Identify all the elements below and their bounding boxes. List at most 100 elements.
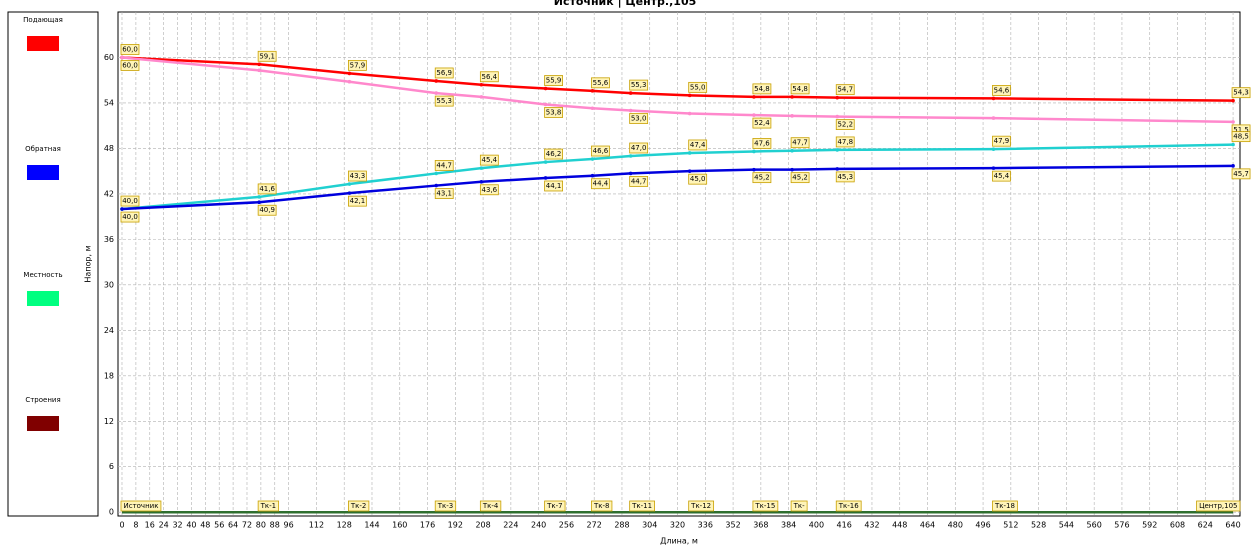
y-tick-label: 48 — [104, 144, 114, 153]
label-box — [835, 84, 855, 96]
point — [991, 116, 996, 120]
legend-swatch — [27, 416, 59, 431]
label-box — [120, 211, 140, 223]
label-box — [434, 67, 454, 79]
label-box — [688, 173, 708, 185]
label-box — [348, 195, 367, 207]
point — [1231, 142, 1235, 147]
data-label: 55,0 — [690, 83, 706, 91]
x-tick-label: 128 — [337, 521, 352, 530]
x-tick-label: 160 — [392, 521, 407, 530]
data-label: 45,2 — [754, 174, 770, 182]
y-tick-label: 6 — [109, 462, 114, 471]
point — [257, 195, 261, 199]
x-tick-label: 336 — [698, 521, 713, 530]
point — [257, 68, 261, 73]
node-label: Тк- — [793, 502, 806, 510]
node-label: Тк-2 — [350, 502, 366, 510]
node-label: Тк-1 — [260, 502, 276, 510]
y-tick-label: 18 — [104, 371, 114, 380]
label-box — [752, 138, 772, 149]
x-tick-label: 480 — [948, 521, 963, 530]
x-tick-label: 224 — [503, 521, 518, 530]
label-box — [688, 139, 708, 151]
point — [479, 95, 484, 99]
x-tick-label: 304 — [642, 521, 657, 530]
data-label: 55,6 — [593, 79, 609, 87]
label-box — [544, 148, 563, 160]
data-label: 45,7 — [1233, 170, 1249, 178]
series-line — [121, 143, 1234, 211]
data-label: 53,0 — [631, 115, 647, 123]
label-box — [835, 119, 855, 130]
point — [790, 114, 794, 118]
point — [590, 89, 595, 93]
x-tick-label: 496 — [975, 521, 990, 530]
data-label: 45,3 — [837, 173, 853, 181]
x-tick-label: 80 — [256, 521, 266, 530]
x-tick-label: 8 — [133, 521, 138, 530]
x-tick-label: 72 — [242, 521, 252, 530]
data-label: 44,7 — [631, 177, 647, 185]
y-tick-label: 24 — [104, 326, 114, 335]
label-box — [434, 160, 454, 171]
node-label: Тк-16 — [838, 502, 859, 510]
point — [752, 113, 756, 117]
data-label: 54,8 — [792, 85, 808, 93]
data-label: 55,9 — [546, 77, 562, 85]
label-box — [120, 60, 140, 71]
node-label-box — [479, 500, 502, 512]
x-tick-label: 544 — [1059, 521, 1074, 530]
point — [590, 173, 595, 178]
point — [628, 171, 633, 176]
node-label: Тк-7 — [546, 502, 562, 510]
node-label-box — [348, 500, 370, 512]
point — [835, 167, 840, 171]
point — [434, 91, 439, 95]
label-box — [479, 184, 499, 196]
point — [434, 79, 439, 83]
label-box — [1231, 168, 1251, 180]
x-tick-label: 32 — [172, 521, 182, 530]
y-tick-label: 54 — [104, 98, 114, 107]
x-tick-label: 256 — [559, 521, 574, 530]
x-tick-label: 432 — [864, 521, 879, 530]
x-tick-label: 288 — [614, 521, 629, 530]
node-label: Тк-3 — [437, 502, 453, 510]
label-box — [790, 172, 810, 184]
label-box — [257, 183, 277, 195]
x-tick-label: 464 — [920, 521, 935, 530]
point — [687, 151, 692, 155]
point — [479, 166, 484, 170]
data-label: 44,4 — [593, 180, 609, 188]
node-label-box — [688, 500, 715, 512]
data-label: 46,2 — [546, 150, 562, 158]
legend-label: Местность — [23, 271, 62, 279]
y-tick-label: 42 — [104, 189, 114, 198]
data-label: 60,0 — [122, 45, 138, 53]
data-label: 41,6 — [259, 185, 275, 193]
x-tick-label: 56 — [214, 521, 224, 530]
data-label: 43,3 — [350, 172, 366, 180]
label-box — [120, 44, 140, 55]
data-label: 51,5 — [1233, 126, 1249, 134]
point — [120, 207, 124, 211]
legend-swatch — [27, 36, 59, 51]
data-label: 54,8 — [754, 85, 770, 93]
point — [835, 114, 840, 119]
point — [687, 169, 692, 173]
x-tick-label: 560 — [1087, 521, 1102, 530]
x-tick-label: 528 — [1031, 521, 1046, 530]
legend-swatch — [27, 291, 59, 306]
data-label: 53,8 — [546, 108, 562, 116]
label-box — [752, 83, 772, 95]
label-box — [629, 176, 649, 187]
point — [752, 167, 756, 172]
x-tick-label: 192 — [448, 521, 463, 530]
data-label: 54,7 — [837, 86, 853, 94]
x-tick-label: 592 — [1142, 521, 1157, 530]
node-label-box — [120, 500, 162, 512]
label-box — [479, 154, 499, 166]
point — [347, 191, 352, 195]
